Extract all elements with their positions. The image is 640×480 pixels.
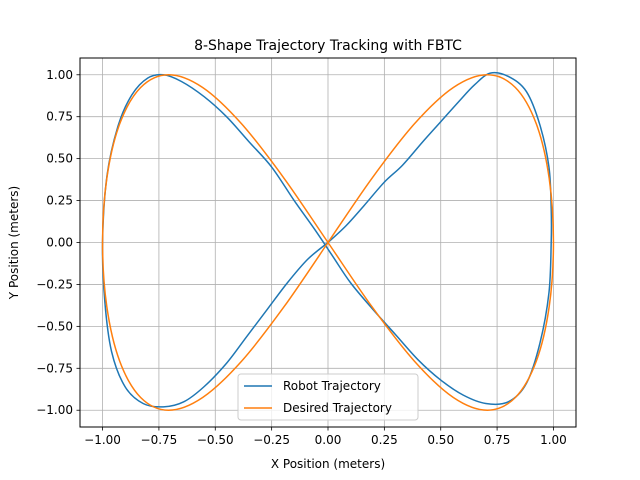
robot-trajectory-line xyxy=(101,71,553,408)
x-tick-label: 0.00 xyxy=(315,433,342,447)
x-tick-label: 0.25 xyxy=(371,433,398,447)
chart-title: 8-Shape Trajectory Tracking with FBTC xyxy=(194,38,462,54)
y-tick-label: 0.25 xyxy=(46,194,73,208)
plot-series xyxy=(101,71,555,411)
legend-box xyxy=(237,373,419,421)
axis-ticks: −1.00 −0.75 −0.50 −0.25 0.00 0.25 0.50 0.75 1.00… xyxy=(36,68,567,447)
y-tick-label: −0.75 xyxy=(36,361,73,375)
legend-label-robot: Robot Trajectory xyxy=(283,379,381,393)
y-tick-label: 0.00 xyxy=(46,236,73,250)
x-tick-label: 1.00 xyxy=(540,433,567,447)
y-tick-label: −1.00 xyxy=(36,403,73,417)
legend-label-desired: Desired Trajectory xyxy=(283,401,392,415)
y-tick-label: −0.25 xyxy=(36,277,73,291)
x-tick-label: 0.50 xyxy=(427,433,454,447)
x-tick-label: −1.00 xyxy=(84,433,121,447)
y-tick-label: 0.50 xyxy=(46,152,73,166)
y-axis-label: Y Position (meters) xyxy=(7,186,21,300)
y-tick-label: 1.00 xyxy=(46,68,73,82)
y-tick-label: −0.50 xyxy=(36,319,73,333)
x-tick-label: −0.25 xyxy=(253,433,290,447)
desired-trajectory-line xyxy=(101,74,555,411)
x-axis-label: X Position (meters) xyxy=(271,457,385,471)
x-tick-label: 0.75 xyxy=(484,433,511,447)
x-tick-label: −0.75 xyxy=(141,433,178,447)
legend: Robot Trajectory Desired Trajectory xyxy=(237,373,419,421)
x-tick-label: −0.50 xyxy=(197,433,234,447)
y-tick-label: 0.75 xyxy=(46,110,73,124)
